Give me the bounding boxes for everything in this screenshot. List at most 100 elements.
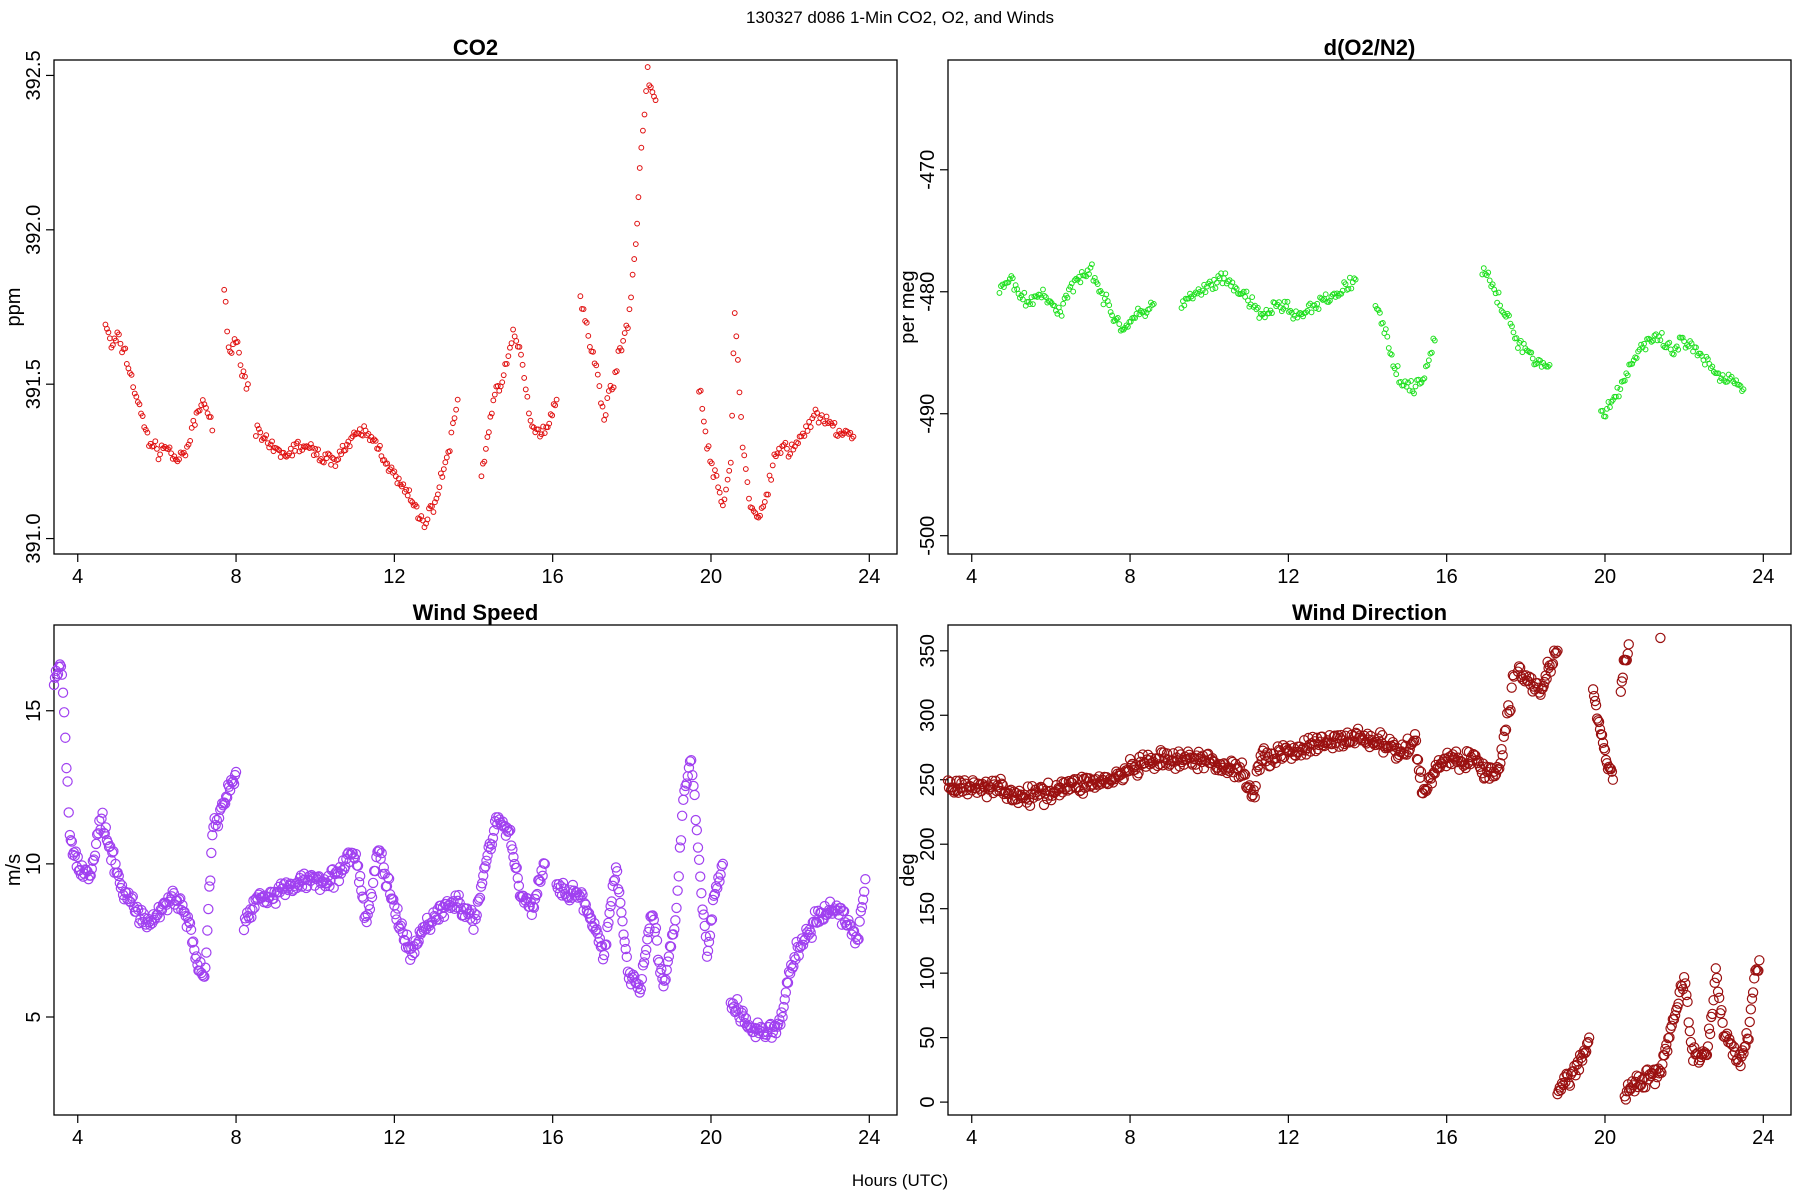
p2-point: [697, 904, 708, 915]
p0-point: [490, 397, 497, 404]
p2-point: [607, 880, 618, 892]
p2-point: [685, 754, 697, 766]
p1-point: [1212, 285, 1219, 292]
p0-point: [807, 424, 814, 430]
p1-point: [1300, 313, 1306, 320]
p0-point: [713, 472, 720, 479]
p2-point: [857, 894, 869, 905]
p2-point: [352, 860, 364, 872]
p2-point: [481, 855, 492, 866]
p3-y-tick-label: 300: [917, 699, 939, 732]
p1-point: [1218, 270, 1224, 277]
p1-point: [1266, 310, 1273, 317]
p2-point: [98, 827, 109, 838]
p0-point: [812, 406, 819, 413]
p3-point: [1374, 727, 1386, 738]
p3-point: [1490, 769, 1502, 780]
p1-point: [1114, 314, 1121, 321]
p0-point: [390, 469, 396, 476]
p1-point: [1604, 405, 1610, 412]
p1-point: [1213, 279, 1220, 286]
p0-point: [391, 468, 398, 475]
p0-point: [795, 440, 801, 447]
p0-point: [749, 505, 756, 511]
p2-point: [512, 872, 523, 884]
p3-point: [1669, 1010, 1681, 1021]
p3-x-tick-label: 4: [966, 1127, 977, 1149]
p3-point: [1707, 1008, 1718, 1020]
p3-y-tick-label: 0: [917, 1097, 939, 1108]
p2-point: [289, 880, 300, 892]
p2-x-tick-label: 8: [230, 1127, 241, 1149]
p2-point: [226, 777, 238, 788]
p0-point: [596, 383, 603, 389]
p1-point: [1515, 345, 1521, 351]
p0-point: [702, 428, 709, 435]
p3-x-tick-label: 8: [1124, 1127, 1135, 1149]
p3-point: [1674, 986, 1685, 998]
p1-point: [1610, 397, 1616, 403]
p2-point: [55, 661, 67, 672]
p2-point: [680, 780, 691, 792]
p2-point: [370, 865, 381, 877]
p0-point: [831, 420, 838, 426]
p0-point: [535, 426, 542, 433]
p1-point: [1123, 322, 1130, 329]
p2-point: [713, 872, 724, 883]
p0-point: [154, 445, 160, 452]
p2-point: [114, 877, 126, 889]
p1-point: [1489, 281, 1496, 288]
p3-point: [1077, 788, 1089, 799]
p0-point: [585, 332, 592, 339]
p3-point: [1505, 705, 1516, 716]
p0-point: [395, 475, 402, 482]
p0-point: [116, 331, 122, 338]
p1-point: [1061, 295, 1068, 302]
p3-point: [1742, 1033, 1753, 1044]
p0-point: [152, 438, 159, 445]
p2-point: [100, 822, 112, 833]
p3-point: [1401, 749, 1412, 760]
p0-point: [155, 456, 162, 463]
p3-point: [1084, 773, 1095, 784]
p1-y-tick-label: -480: [917, 272, 939, 312]
p2-point: [479, 863, 490, 874]
p3-point: [1499, 725, 1511, 737]
p1-point: [1529, 355, 1536, 362]
p1-point: [1737, 383, 1744, 389]
p0-point: [394, 480, 401, 487]
p0-point: [705, 443, 712, 450]
p1-point: [1249, 294, 1256, 301]
p0-point: [605, 388, 612, 394]
p0-point: [651, 93, 657, 100]
p2-point: [689, 789, 700, 801]
p0-point: [521, 375, 528, 381]
p3-point: [1513, 661, 1525, 672]
p2-point: [412, 938, 423, 949]
p0-point: [485, 429, 492, 436]
p3-point: [1498, 731, 1509, 743]
p2-point: [104, 841, 116, 852]
p2-point: [60, 732, 71, 743]
p3-point: [1250, 780, 1261, 792]
p1-point: [1615, 393, 1622, 400]
p0-point: [261, 435, 268, 442]
p0-point: [404, 492, 411, 499]
p3-point: [1479, 772, 1491, 783]
p2-point: [780, 987, 792, 998]
p1-point: [1106, 302, 1113, 309]
p2-point: [806, 932, 817, 944]
p3-plot-frame: [947, 624, 1792, 1116]
p1-point: [1262, 314, 1268, 321]
p0-point: [487, 413, 494, 420]
p1-point: [1629, 360, 1636, 367]
p0-point: [822, 420, 828, 427]
p1-point: [1393, 371, 1400, 378]
p1-point: [1719, 372, 1726, 378]
p2-point: [203, 903, 214, 915]
p0-point: [647, 84, 654, 91]
p1-point: [1648, 338, 1655, 345]
p3-point: [1580, 1046, 1592, 1057]
p2-point: [691, 825, 703, 836]
p2-point: [58, 707, 70, 718]
